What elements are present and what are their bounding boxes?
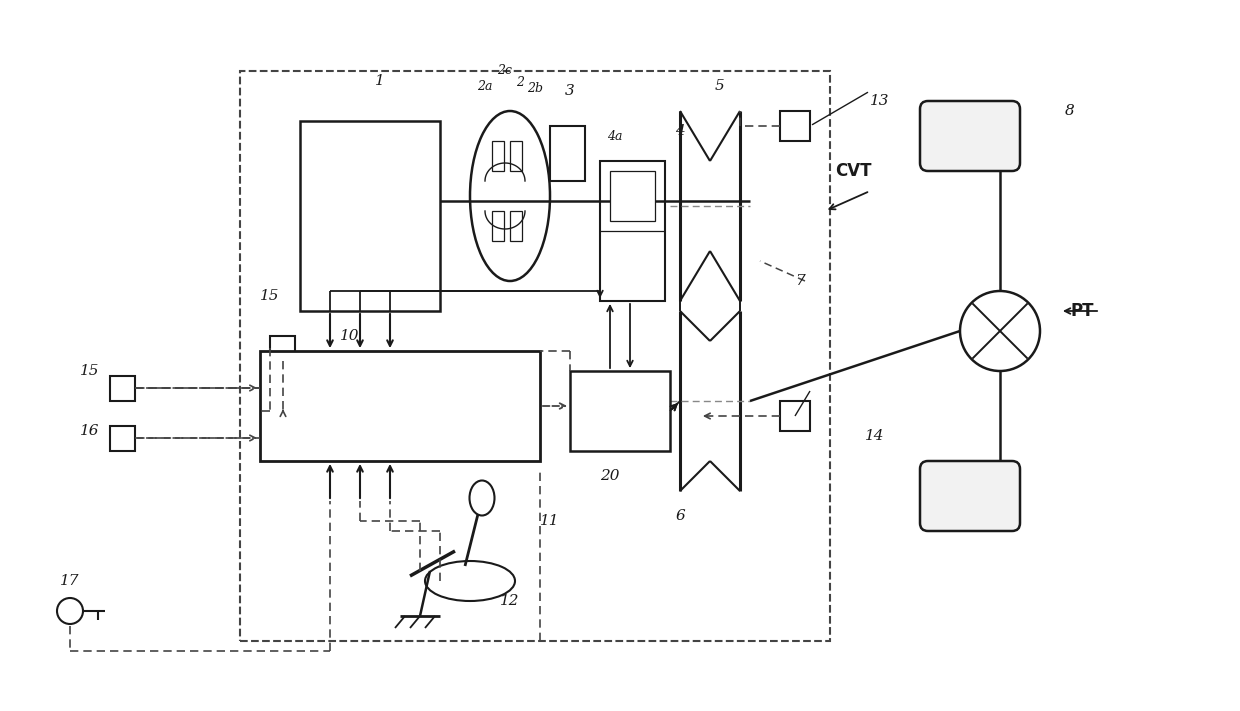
Bar bbox=[510, 211, 522, 241]
Bar bbox=[260, 351, 539, 461]
Text: 6: 6 bbox=[675, 509, 684, 523]
Bar bbox=[300, 121, 440, 311]
Text: 5: 5 bbox=[715, 79, 725, 93]
Text: 20: 20 bbox=[600, 469, 620, 483]
Bar bbox=[110, 376, 135, 401]
Text: 3: 3 bbox=[565, 84, 575, 98]
Text: 4: 4 bbox=[675, 124, 684, 138]
Text: 2a: 2a bbox=[477, 80, 492, 92]
Text: 16: 16 bbox=[81, 424, 99, 438]
FancyBboxPatch shape bbox=[920, 101, 1021, 171]
Bar bbox=[241, 71, 830, 641]
Text: 17: 17 bbox=[61, 574, 79, 588]
Text: 14: 14 bbox=[866, 429, 885, 443]
Text: 11: 11 bbox=[541, 514, 559, 528]
Text: 2: 2 bbox=[516, 77, 525, 90]
Bar bbox=[110, 426, 135, 451]
Text: 12: 12 bbox=[500, 594, 520, 608]
Bar bbox=[610, 171, 655, 221]
Bar bbox=[600, 161, 665, 301]
Bar bbox=[510, 141, 522, 171]
Text: 7: 7 bbox=[795, 274, 805, 288]
Bar bbox=[492, 211, 503, 241]
Bar bbox=[551, 126, 585, 181]
Bar bbox=[492, 141, 503, 171]
Bar bbox=[570, 371, 670, 451]
Bar bbox=[270, 336, 295, 361]
Ellipse shape bbox=[425, 561, 515, 601]
Text: 15: 15 bbox=[260, 289, 280, 303]
Ellipse shape bbox=[470, 481, 495, 515]
Text: CVT: CVT bbox=[835, 162, 872, 180]
Text: 15: 15 bbox=[81, 364, 99, 378]
Text: 2c: 2c bbox=[497, 65, 512, 77]
Text: 1: 1 bbox=[376, 74, 384, 88]
Text: 10: 10 bbox=[340, 329, 360, 343]
Text: 13: 13 bbox=[870, 94, 890, 108]
Text: 8: 8 bbox=[1065, 104, 1075, 118]
Text: PT: PT bbox=[1070, 302, 1094, 320]
Circle shape bbox=[960, 291, 1040, 371]
Ellipse shape bbox=[470, 111, 551, 281]
FancyBboxPatch shape bbox=[920, 461, 1021, 531]
Bar bbox=[780, 401, 810, 431]
Text: 4a: 4a bbox=[608, 129, 622, 142]
Text: 2b: 2b bbox=[527, 82, 543, 95]
Bar bbox=[780, 111, 810, 141]
